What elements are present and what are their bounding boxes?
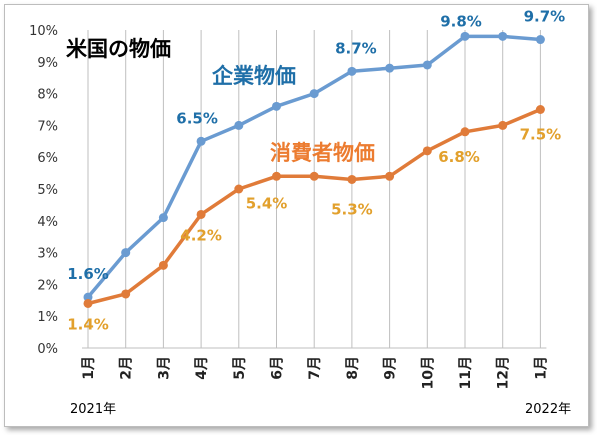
- x-tick-label: 1月: [533, 356, 549, 380]
- data-point: [272, 171, 281, 181]
- y-tick-label: 0%: [37, 342, 58, 357]
- data-label: 7.5%: [520, 126, 562, 144]
- data-point: [347, 174, 357, 184]
- series-label-consumer: 消費者物価: [270, 141, 375, 165]
- data-point: [535, 35, 545, 45]
- y-axis-ticks: 0% 1% 2% 3% 4% 5% 6% 7% 8% 9% 10%: [29, 24, 58, 357]
- data-point: [498, 31, 508, 41]
- data-label: 6.8%: [438, 148, 480, 166]
- data-label: 6.5%: [176, 109, 218, 127]
- data-point: [196, 136, 206, 146]
- data-point: [460, 31, 470, 41]
- data-label: 4.2%: [180, 226, 222, 244]
- y-tick-label: 3%: [37, 247, 58, 262]
- data-point: [422, 60, 432, 70]
- data-point: [121, 248, 131, 258]
- data-point: [272, 101, 281, 111]
- data-label: 5.3%: [331, 200, 373, 218]
- y-tick-label: 4%: [37, 215, 58, 230]
- data-point: [422, 146, 432, 156]
- x-tick-label: 4月: [194, 356, 210, 380]
- series-points: [83, 31, 545, 308]
- year-label-end: 2022年: [525, 402, 571, 417]
- x-tick-label: 11月: [458, 356, 474, 389]
- y-tick-label: 8%: [37, 88, 58, 103]
- x-tick-label: 1月: [81, 356, 97, 380]
- data-label: 1.4%: [67, 315, 109, 333]
- data-point: [460, 127, 470, 137]
- x-tick-label: 7月: [307, 356, 323, 380]
- data-point: [498, 120, 508, 130]
- data-point: [158, 260, 168, 270]
- series-label-corporate: 企業物価: [211, 64, 296, 88]
- y-tick-label: 6%: [37, 151, 58, 166]
- x-tick-label: 10月: [420, 356, 436, 389]
- data-point: [83, 292, 93, 302]
- data-point: [196, 209, 206, 219]
- data-point: [234, 120, 244, 130]
- y-tick-label: 1%: [37, 310, 58, 325]
- x-tick-label: 12月: [496, 356, 512, 389]
- data-label: 5.4%: [246, 194, 288, 212]
- data-point: [309, 171, 319, 181]
- data-point: [121, 289, 131, 299]
- y-tick-label: 7%: [37, 119, 58, 134]
- data-label: 9.8%: [440, 12, 482, 30]
- chart-title: 米国の物価: [66, 37, 171, 61]
- data-label: 8.7%: [335, 39, 377, 57]
- x-tick-label: 8月: [345, 356, 361, 380]
- data-point: [234, 184, 244, 194]
- data-label: 9.7%: [524, 8, 566, 26]
- x-tick-label: 6月: [270, 356, 286, 380]
- data-point: [535, 105, 545, 114]
- grid-lines: [82, 30, 547, 349]
- data-point: [347, 66, 357, 76]
- data-point: [385, 171, 395, 181]
- data-point: [385, 63, 395, 73]
- data-point: [83, 298, 93, 308]
- year-label-start: 2021年: [70, 402, 116, 417]
- x-tick-label: 2月: [119, 356, 135, 380]
- data-labels: 1.6% 6.5% 8.7% 9.8% 9.7% 1.4% 4.2% 5.4% 5.3% 6.8%…: [67, 8, 565, 334]
- chart-frame: [4, 4, 589, 427]
- data-point: [158, 213, 168, 223]
- x-tick-label: 5月: [232, 356, 248, 380]
- x-tick-label: 9月: [383, 356, 399, 380]
- x-tick-label: 3月: [156, 356, 172, 380]
- y-tick-label: 10%: [29, 24, 58, 39]
- y-tick-label: 5%: [37, 183, 58, 198]
- x-axis-ticks: 1月 2月 3月 4月 5月 6月 7月 8月 9月 10月 11月 12月 1月: [81, 356, 549, 389]
- y-tick-label: 2%: [37, 278, 58, 293]
- y-tick-label: 9%: [37, 56, 58, 71]
- data-label: 1.6%: [67, 265, 109, 283]
- data-point: [309, 89, 319, 99]
